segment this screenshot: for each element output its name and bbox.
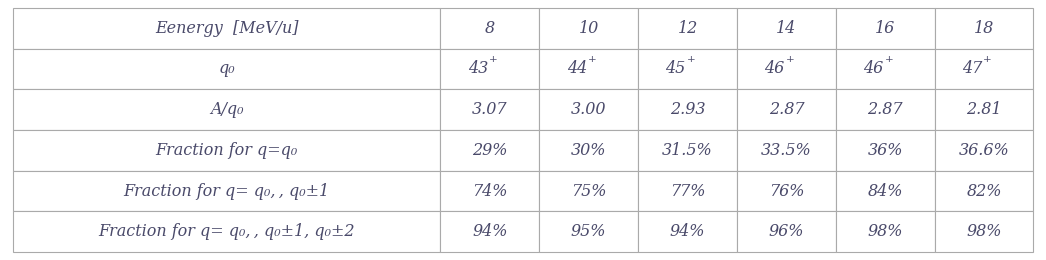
Bar — [737, 211, 836, 252]
Text: 94%: 94% — [669, 223, 705, 240]
Text: Fraction for q= q₀, , q₀±1, q₀±2: Fraction for q= q₀, , q₀±1, q₀±2 — [98, 223, 355, 240]
Text: 14: 14 — [776, 20, 796, 37]
Bar — [737, 49, 836, 89]
Bar — [540, 171, 638, 211]
Bar — [13, 89, 440, 130]
Bar — [540, 130, 638, 171]
Bar — [638, 211, 737, 252]
Bar — [13, 171, 440, 211]
Text: 43: 43 — [468, 60, 488, 77]
Text: Eenergy  [MeV/u]: Eenergy [MeV/u] — [155, 20, 298, 37]
Text: 18: 18 — [974, 20, 994, 37]
Text: 94%: 94% — [472, 223, 507, 240]
Text: Fraction for q= q₀, , q₀±1: Fraction for q= q₀, , q₀±1 — [123, 183, 329, 200]
Text: 36.6%: 36.6% — [958, 142, 1009, 159]
Text: 2.87: 2.87 — [867, 101, 903, 118]
Bar — [638, 171, 737, 211]
Text: 36%: 36% — [867, 142, 903, 159]
Bar — [638, 89, 737, 130]
Bar — [540, 8, 638, 49]
Bar — [737, 89, 836, 130]
Bar — [836, 171, 935, 211]
Bar — [540, 89, 638, 130]
Text: 76%: 76% — [769, 183, 804, 200]
Bar — [737, 130, 836, 171]
Text: Fraction for q=q₀: Fraction for q=q₀ — [156, 142, 298, 159]
Text: +: + — [885, 55, 893, 64]
Bar — [935, 211, 1033, 252]
Bar — [935, 130, 1033, 171]
Text: 29%: 29% — [472, 142, 507, 159]
Bar — [836, 8, 935, 49]
Text: +: + — [983, 55, 992, 64]
Text: 10: 10 — [578, 20, 599, 37]
Bar — [836, 130, 935, 171]
Bar — [440, 8, 540, 49]
Bar — [13, 130, 440, 171]
Text: 44: 44 — [567, 60, 587, 77]
Bar — [440, 211, 540, 252]
Text: A/q₀: A/q₀ — [210, 101, 244, 118]
Bar — [935, 49, 1033, 89]
Text: 98%: 98% — [967, 223, 1002, 240]
Text: 98%: 98% — [867, 223, 903, 240]
Text: 74%: 74% — [472, 183, 507, 200]
Bar — [13, 8, 440, 49]
Text: 46: 46 — [765, 60, 784, 77]
Bar — [540, 49, 638, 89]
Text: 77%: 77% — [669, 183, 705, 200]
Text: 95%: 95% — [571, 223, 607, 240]
Text: +: + — [490, 55, 498, 64]
Bar — [440, 49, 540, 89]
Text: 2.93: 2.93 — [669, 101, 705, 118]
Text: +: + — [786, 55, 794, 64]
Bar — [737, 8, 836, 49]
Bar — [836, 211, 935, 252]
Text: 30%: 30% — [571, 142, 607, 159]
Bar — [440, 171, 540, 211]
Text: 2.87: 2.87 — [769, 101, 804, 118]
Bar — [737, 171, 836, 211]
Text: 45: 45 — [665, 60, 686, 77]
Bar — [638, 130, 737, 171]
Text: 31.5%: 31.5% — [662, 142, 713, 159]
Text: +: + — [687, 55, 696, 64]
Bar — [935, 171, 1033, 211]
Text: +: + — [588, 55, 596, 64]
Bar — [638, 8, 737, 49]
Bar — [836, 89, 935, 130]
Bar — [836, 49, 935, 89]
Bar — [440, 89, 540, 130]
Text: 84%: 84% — [867, 183, 903, 200]
Text: 12: 12 — [678, 20, 698, 37]
Bar — [13, 211, 440, 252]
Text: 75%: 75% — [571, 183, 607, 200]
Text: 3.07: 3.07 — [472, 101, 507, 118]
Bar — [935, 8, 1033, 49]
Bar — [638, 49, 737, 89]
Text: 46: 46 — [863, 60, 884, 77]
Text: 8: 8 — [485, 20, 495, 37]
Text: 2.81: 2.81 — [967, 101, 1002, 118]
Text: q₀: q₀ — [219, 60, 234, 77]
Text: 3.00: 3.00 — [571, 101, 607, 118]
Text: 16: 16 — [876, 20, 895, 37]
Bar — [540, 211, 638, 252]
Text: 96%: 96% — [769, 223, 804, 240]
Bar — [935, 89, 1033, 130]
Bar — [440, 130, 540, 171]
Text: 47: 47 — [962, 60, 982, 77]
Text: 82%: 82% — [967, 183, 1002, 200]
Text: 33.5%: 33.5% — [761, 142, 812, 159]
Bar — [13, 49, 440, 89]
